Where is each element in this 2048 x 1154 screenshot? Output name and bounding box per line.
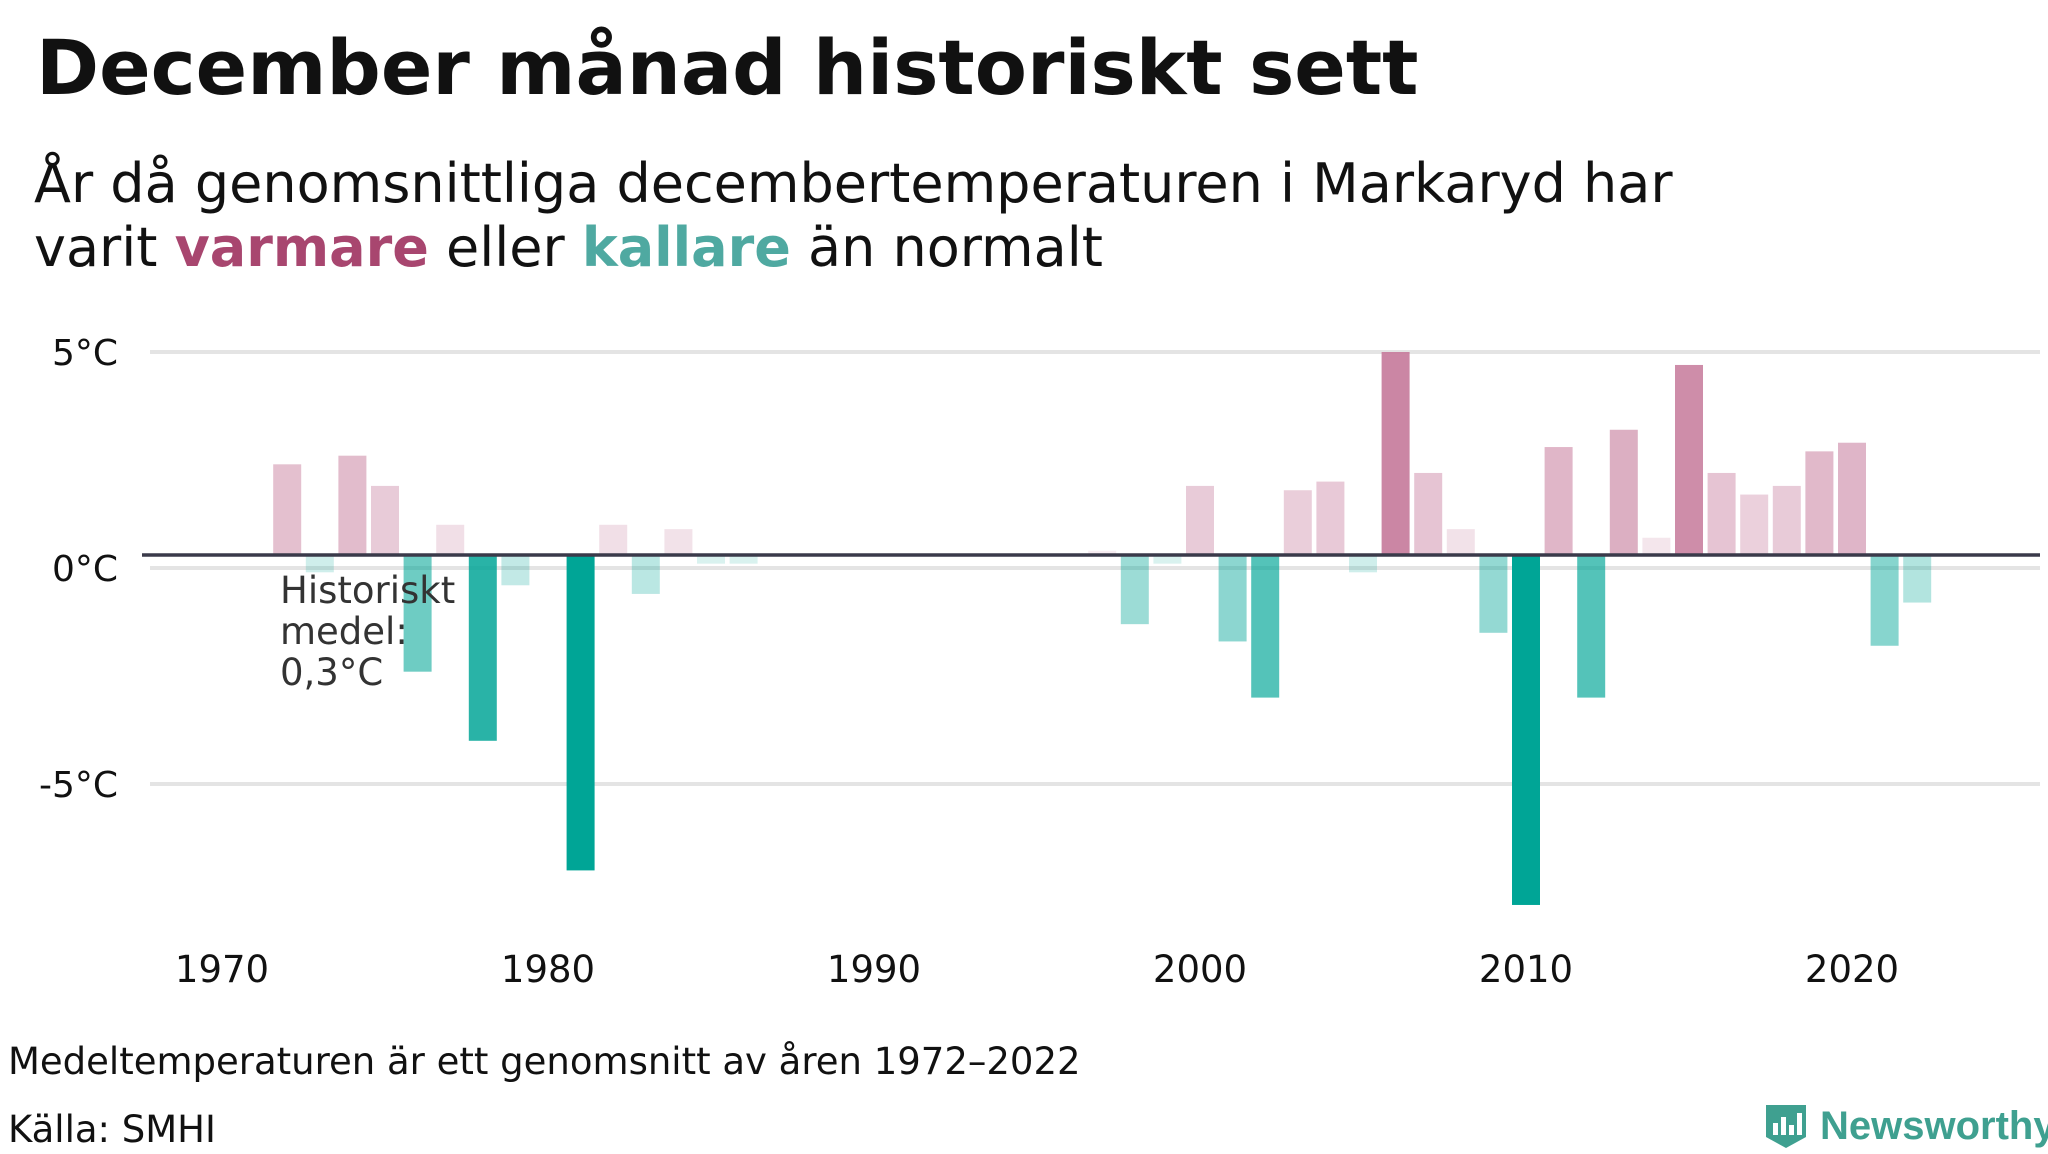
bar-1973 (305, 555, 334, 573)
y-tick-label: 5°C (52, 333, 118, 374)
bar-1999 (1153, 555, 1182, 564)
bar-1981 (566, 555, 595, 871)
bar-2004 (1316, 481, 1345, 556)
bar-1986 (729, 555, 758, 564)
x-tick-label: 2020 (1805, 948, 1899, 991)
brand-name: Newsworthy (1820, 1103, 2048, 1148)
bar-2018 (1772, 485, 1801, 556)
bar-2020 (1838, 442, 1866, 556)
subtitle-suffix: än normalt (790, 216, 1103, 279)
newsworthy-chart-icon (1766, 1105, 1806, 1148)
bar-2006 (1381, 352, 1410, 556)
y-tick-label: 0°C (52, 549, 118, 590)
subtitle: År då genomsnittliga decembertemperature… (34, 152, 1734, 280)
baseline-label: Historiskt (280, 569, 455, 612)
bar-2009 (1479, 555, 1508, 633)
subtitle-middle: eller (428, 216, 582, 279)
bar-1997 (1088, 550, 1117, 556)
x-tick-label: 1970 (175, 948, 269, 991)
bar-2000 (1186, 485, 1214, 556)
bar-1977 (436, 524, 465, 556)
subtitle-warm-word: varmare (174, 216, 429, 279)
bar-1975 (371, 485, 399, 556)
bar-2021 (1870, 555, 1899, 646)
x-tick-label: 2000 (1153, 948, 1247, 991)
bar-1972 (273, 464, 302, 556)
footer-source: Källa: SMHI (8, 1108, 216, 1151)
bar-2022 (1903, 555, 1932, 603)
bar-1979 (501, 555, 530, 586)
subtitle-prefix: varit (34, 216, 175, 279)
bar-1976 (403, 555, 432, 672)
bar-2015 (1675, 364, 1703, 556)
bar-1983 (631, 555, 660, 594)
bar-2019 (1805, 451, 1834, 556)
bar-1984 (664, 529, 693, 556)
bar-1978 (468, 555, 497, 741)
bar-2016 (1707, 472, 1736, 556)
bar-2005 (1349, 555, 1377, 573)
bar-2013 (1609, 429, 1638, 556)
bar-1982 (599, 524, 628, 556)
bar-2007 (1414, 472, 1443, 556)
baseline-label: medel: (280, 610, 408, 653)
page-title: December månad historiskt sett (36, 23, 1419, 112)
bar-2017 (1740, 494, 1769, 556)
bar-2014 (1642, 537, 1671, 556)
bar-2003 (1283, 490, 1312, 556)
y-tick-label: -5°C (39, 765, 118, 806)
bar-2011 (1544, 447, 1573, 556)
bar-2010 (1512, 555, 1540, 905)
x-tick-label: 1980 (501, 948, 595, 991)
subtitle-cold-word: kallare (581, 216, 791, 279)
bar-2002 (1251, 555, 1280, 698)
bar-2001 (1218, 555, 1247, 642)
bar-2012 (1577, 555, 1606, 698)
x-tick-label: 2010 (1479, 948, 1573, 991)
subtitle-line1: År då genomsnittliga decembertemperature… (34, 152, 1673, 215)
footer-note: Medeltemperaturen är ett genomsnitt av å… (8, 1040, 1081, 1083)
newsworthy-logo: Newsworthy (1764, 1098, 2048, 1154)
x-tick-label: 1990 (827, 948, 921, 991)
bar-1974 (338, 455, 367, 556)
baseline-label: 0,3°C (280, 651, 383, 694)
bar-2008 (1446, 529, 1475, 556)
bar-1998 (1120, 555, 1149, 625)
bar-1985 (697, 555, 725, 564)
